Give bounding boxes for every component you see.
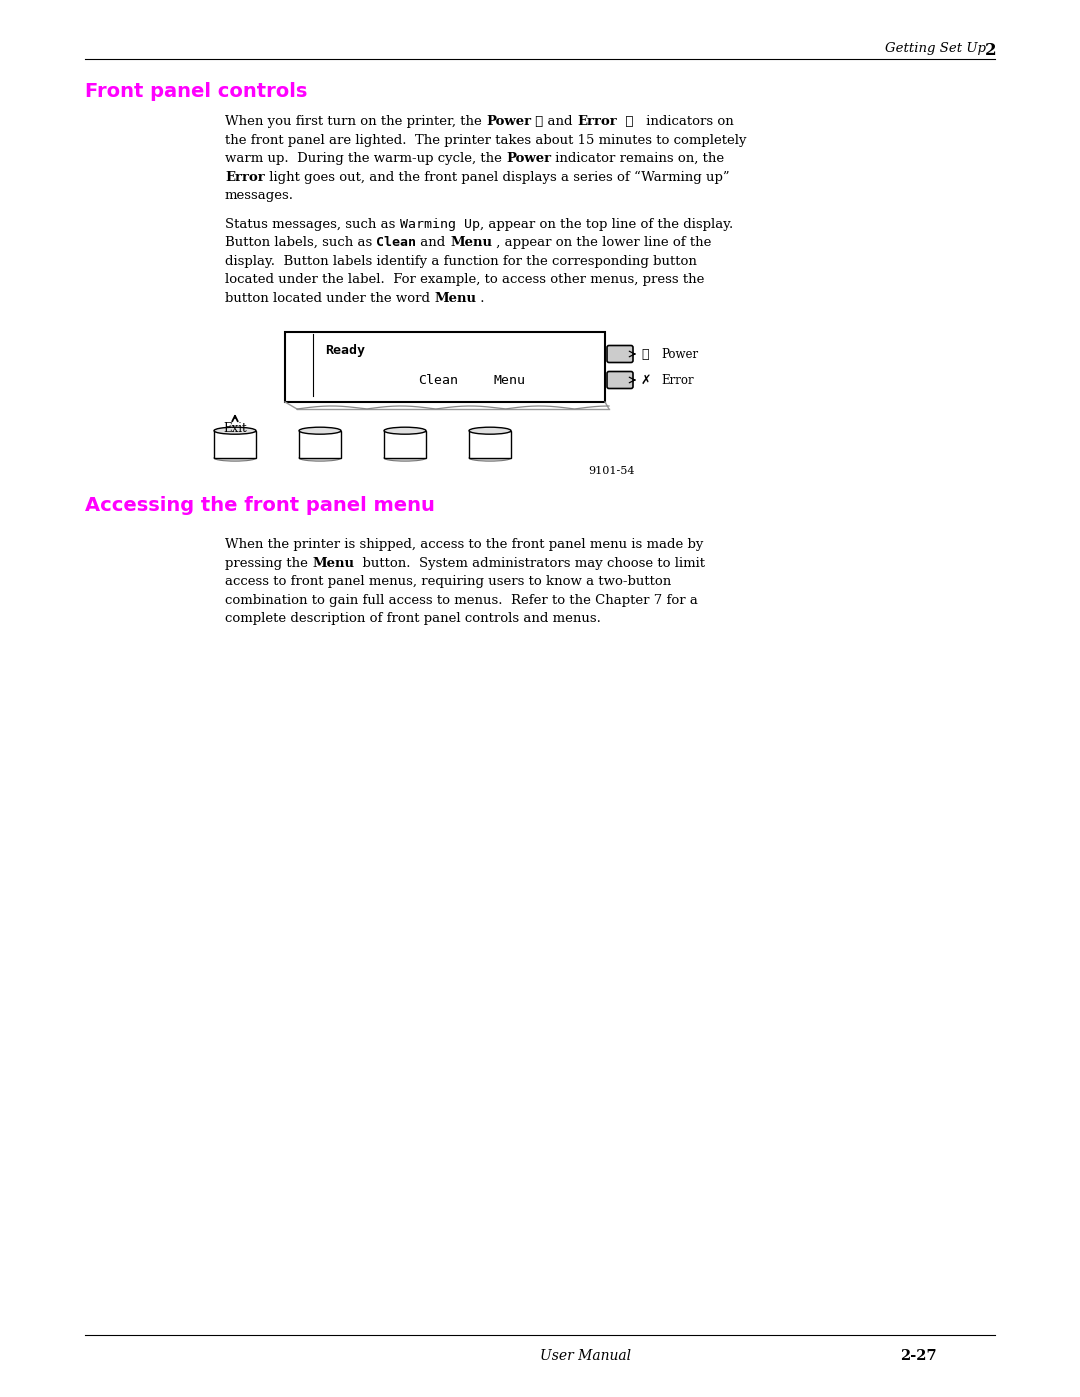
Ellipse shape (469, 427, 511, 434)
Text: 2-27: 2-27 (900, 1350, 936, 1363)
Ellipse shape (469, 455, 511, 461)
Text: Accessing the front panel menu: Accessing the front panel menu (85, 496, 435, 515)
Text: 9101-54: 9101-54 (589, 467, 635, 476)
Text: Power: Power (661, 348, 698, 360)
Text: Exit: Exit (224, 422, 247, 434)
Text: indicator remains on, the: indicator remains on, the (551, 152, 725, 165)
Text: Getting Set Up: Getting Set Up (885, 42, 986, 54)
Text: , appear on the top line of the display.: , appear on the top line of the display. (480, 218, 733, 231)
Text: combination to gain full access to menus.  Refer to the Chapter 7 for a: combination to gain full access to menus… (225, 594, 698, 606)
Ellipse shape (214, 455, 256, 461)
Text: light goes out, and the front panel displays a series of “Warming up”: light goes out, and the front panel disp… (265, 170, 729, 184)
Ellipse shape (299, 427, 341, 434)
Text: the front panel are lighted.  The printer takes about 15 minutes to completely: the front panel are lighted. The printer… (225, 134, 746, 147)
Text: ✗: ✗ (642, 373, 651, 387)
Text: Error: Error (661, 373, 693, 387)
Text: ⓦ and: ⓦ and (531, 115, 577, 129)
Text: Ready: Ready (325, 344, 365, 358)
Text: .: . (476, 292, 485, 305)
Bar (285, 332, 605, 402)
Text: Power: Power (486, 115, 531, 129)
Text: Front panel controls: Front panel controls (85, 82, 308, 101)
Text: access to front panel menus, requiring users to know a two-button: access to front panel menus, requiring u… (225, 576, 672, 588)
Text: Warming Up: Warming Up (400, 218, 480, 231)
Text: When the printer is shipped, access to the front panel menu is made by: When the printer is shipped, access to t… (225, 538, 703, 550)
Text: button.  System administrators may choose to limit: button. System administrators may choose… (354, 556, 705, 570)
Text: Menu: Menu (434, 292, 476, 305)
Bar (214, 430, 256, 458)
Text: located under the label.  For example, to access other menus, press the: located under the label. For example, to… (225, 272, 704, 286)
Text: When you first turn on the printer, the: When you first turn on the printer, the (225, 115, 486, 129)
Text: messages.: messages. (225, 189, 294, 203)
Text: complete description of front panel controls and menus.: complete description of front panel cont… (225, 612, 600, 624)
Text: Clean: Clean (377, 236, 417, 249)
Ellipse shape (214, 427, 256, 434)
Text: and: and (417, 236, 450, 249)
Text: ✗   indicators on: ✗ indicators on (617, 115, 733, 129)
Text: ⓦ: ⓦ (642, 348, 648, 360)
Text: , appear on the lower line of the: , appear on the lower line of the (492, 236, 712, 249)
Ellipse shape (384, 455, 426, 461)
Text: 2: 2 (985, 42, 997, 59)
Text: button located under the word: button located under the word (225, 292, 434, 305)
Bar (299, 430, 341, 458)
FancyBboxPatch shape (607, 345, 633, 362)
Text: Error: Error (225, 170, 265, 183)
Text: warm up.  During the warm-up cycle, the: warm up. During the warm-up cycle, the (225, 152, 507, 165)
Text: Status messages, such as: Status messages, such as (225, 218, 400, 231)
Text: Error: Error (577, 115, 617, 129)
Bar (384, 430, 426, 458)
Bar (469, 430, 511, 458)
Text: Button labels, such as: Button labels, such as (225, 236, 377, 249)
Text: Menu: Menu (492, 374, 525, 387)
Text: pressing the: pressing the (225, 556, 312, 570)
Ellipse shape (384, 427, 426, 434)
Text: display.  Button labels identify a function for the corresponding button: display. Button labels identify a functi… (225, 254, 697, 267)
Text: Clean: Clean (418, 374, 458, 387)
FancyBboxPatch shape (607, 372, 633, 388)
Ellipse shape (299, 455, 341, 461)
Text: Power: Power (507, 152, 551, 165)
Text: User Manual: User Manual (540, 1350, 631, 1363)
Text: Menu: Menu (450, 236, 492, 249)
Text: Menu: Menu (312, 556, 354, 570)
